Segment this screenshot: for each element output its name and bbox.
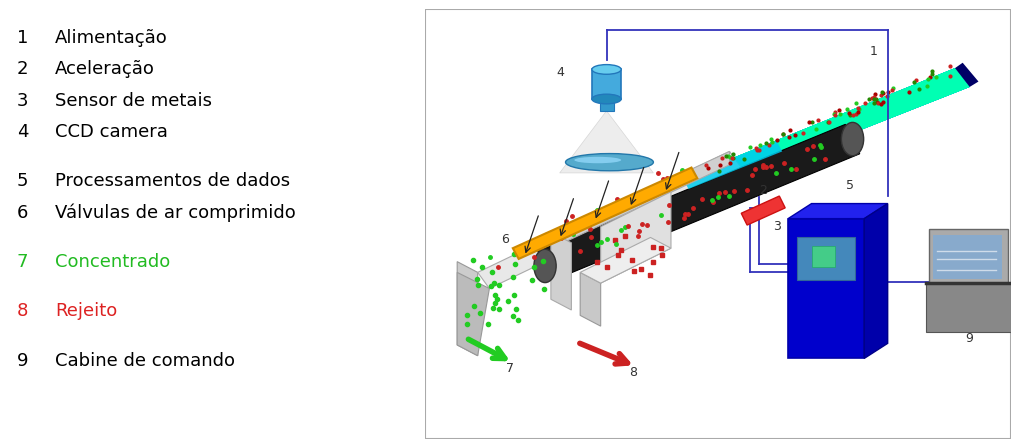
Bar <box>929 229 1008 283</box>
Polygon shape <box>683 68 970 194</box>
Ellipse shape <box>565 154 653 171</box>
Polygon shape <box>683 68 970 194</box>
Polygon shape <box>560 151 729 245</box>
Text: Concentrado: Concentrado <box>55 253 170 271</box>
Polygon shape <box>741 196 785 225</box>
Ellipse shape <box>842 122 863 156</box>
Text: 9: 9 <box>966 332 974 345</box>
Text: 3: 3 <box>773 220 781 233</box>
Text: CCD camera: CCD camera <box>55 123 168 141</box>
Bar <box>926 283 1011 332</box>
Polygon shape <box>683 68 970 194</box>
Polygon shape <box>683 68 970 194</box>
Text: 4: 4 <box>557 66 564 79</box>
Polygon shape <box>581 272 601 326</box>
Text: Alimentação: Alimentação <box>55 29 168 47</box>
Polygon shape <box>683 68 970 194</box>
Bar <box>797 237 855 280</box>
Text: 1: 1 <box>17 29 29 47</box>
Polygon shape <box>513 168 697 259</box>
Polygon shape <box>683 68 970 194</box>
Polygon shape <box>683 68 970 194</box>
Polygon shape <box>683 68 970 194</box>
Text: 8: 8 <box>629 366 637 379</box>
Text: Processamentos de dados: Processamentos de dados <box>55 172 291 190</box>
Text: Aceleração: Aceleração <box>55 60 155 78</box>
Polygon shape <box>683 68 970 194</box>
Polygon shape <box>788 203 888 219</box>
Polygon shape <box>551 232 571 310</box>
Ellipse shape <box>592 94 622 104</box>
Text: 7: 7 <box>506 362 514 375</box>
Text: 3: 3 <box>17 92 29 110</box>
Ellipse shape <box>574 157 622 163</box>
Text: 6: 6 <box>17 204 29 222</box>
Polygon shape <box>683 68 970 194</box>
Text: 6: 6 <box>501 233 509 246</box>
Text: 9: 9 <box>17 352 29 370</box>
Text: Sensor de metais: Sensor de metais <box>55 92 212 110</box>
Polygon shape <box>683 68 970 194</box>
Polygon shape <box>538 125 860 280</box>
Ellipse shape <box>534 249 556 283</box>
Bar <box>933 235 1002 279</box>
Polygon shape <box>864 203 888 358</box>
Polygon shape <box>955 63 979 87</box>
Text: 1: 1 <box>870 45 878 58</box>
Bar <box>812 246 835 267</box>
Bar <box>599 97 613 111</box>
Text: 7: 7 <box>17 253 29 271</box>
Bar <box>788 219 864 358</box>
Text: 2: 2 <box>759 185 767 198</box>
Polygon shape <box>477 151 741 289</box>
Polygon shape <box>683 68 970 194</box>
Polygon shape <box>581 237 671 283</box>
Text: 4: 4 <box>17 123 29 141</box>
Polygon shape <box>683 141 782 189</box>
Bar <box>592 69 622 99</box>
Text: 5: 5 <box>846 179 854 192</box>
Polygon shape <box>457 262 477 356</box>
Polygon shape <box>560 111 653 173</box>
Polygon shape <box>457 272 489 356</box>
Text: 8: 8 <box>17 302 29 320</box>
Text: Rejeito: Rejeito <box>55 302 118 320</box>
Text: 2: 2 <box>17 60 29 78</box>
Text: Válvulas de ar comprimido: Válvulas de ar comprimido <box>55 203 296 222</box>
Polygon shape <box>601 192 671 283</box>
Text: Cabine de comando: Cabine de comando <box>55 352 236 370</box>
Ellipse shape <box>592 65 622 74</box>
Text: 5: 5 <box>17 172 29 190</box>
